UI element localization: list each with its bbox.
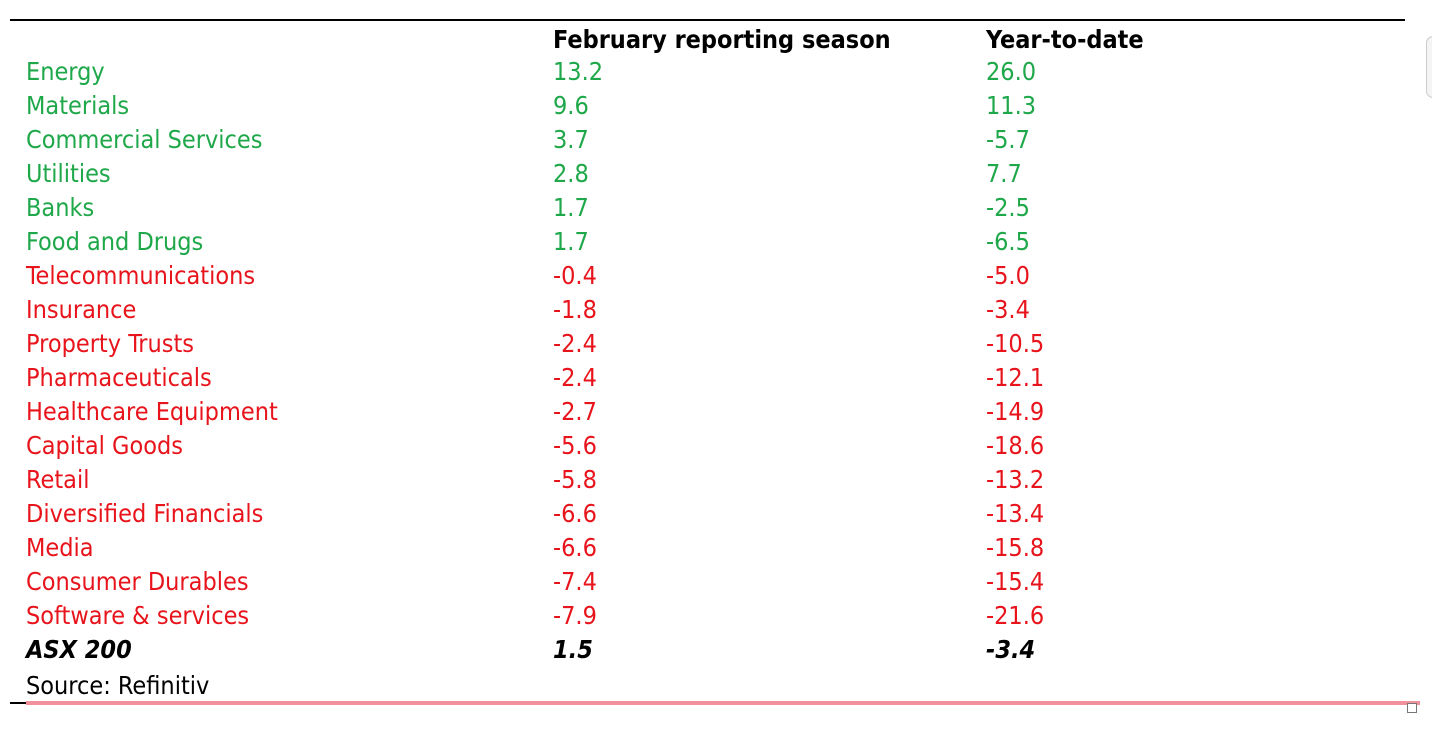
cell: -5.6 xyxy=(553,431,597,460)
top-rule xyxy=(10,19,1405,21)
cell: -5.0 xyxy=(986,261,1030,290)
cell: -13.2 xyxy=(986,465,1045,494)
side-tab[interactable] xyxy=(1426,36,1432,98)
cell: -3.4 xyxy=(986,295,1030,324)
row-label: Food and Drugs xyxy=(26,227,204,256)
row-label: Energy xyxy=(26,57,105,86)
cell: -6.6 xyxy=(553,499,597,528)
row-label: Diversified Financials xyxy=(26,499,264,528)
bottom-rule-highlight xyxy=(26,701,1420,705)
row-label: Telecommunications xyxy=(26,261,256,290)
row-label: Media xyxy=(26,533,94,562)
row-label: Materials xyxy=(26,91,130,120)
cell: 26.0 xyxy=(986,57,1037,86)
row-label: Pharmaceuticals xyxy=(26,363,212,392)
cell: 7.7 xyxy=(986,159,1022,188)
row-label: Healthcare Equipment xyxy=(26,397,278,426)
row-label: Banks xyxy=(26,193,95,222)
cell: -1.8 xyxy=(553,295,597,324)
cell: -2.7 xyxy=(553,397,597,426)
column-header: February reporting season xyxy=(553,25,891,54)
cell: -5.7 xyxy=(986,125,1030,154)
cell: 13.2 xyxy=(553,57,604,86)
cell: -15.4 xyxy=(986,567,1045,596)
cell: -0.4 xyxy=(553,261,597,290)
row-label: Capital Goods xyxy=(26,431,183,460)
cell: -12.1 xyxy=(986,363,1045,392)
cell: -7.4 xyxy=(553,567,597,596)
row-label: Property Trusts xyxy=(26,329,195,358)
cell: -7.9 xyxy=(553,601,597,630)
cell: -2.4 xyxy=(553,363,597,392)
cell: -5.8 xyxy=(553,465,597,494)
total-cell: 1.5 xyxy=(553,635,593,664)
cell: -2.4 xyxy=(553,329,597,358)
cell: -15.8 xyxy=(986,533,1045,562)
cell: 1.7 xyxy=(553,193,589,222)
cell: -21.6 xyxy=(986,601,1045,630)
total-label: ASX 200 xyxy=(26,635,132,664)
row-label: Consumer Durables xyxy=(26,567,249,596)
cell: 3.7 xyxy=(553,125,589,154)
cell: 9.6 xyxy=(553,91,589,120)
source-note: Source: Refinitiv xyxy=(26,671,210,700)
cell: -14.9 xyxy=(986,397,1045,426)
row-label: Retail xyxy=(26,465,90,494)
total-cell: -3.4 xyxy=(986,635,1036,664)
cell: -6.5 xyxy=(986,227,1030,256)
resize-handle[interactable] xyxy=(1407,703,1417,713)
cell: -2.5 xyxy=(986,193,1030,222)
row-label: Commercial Services xyxy=(26,125,263,154)
cell: -6.6 xyxy=(553,533,597,562)
cell: -10.5 xyxy=(986,329,1045,358)
cell: 1.7 xyxy=(553,227,589,256)
bottom-rule xyxy=(10,702,32,704)
cell: -13.4 xyxy=(986,499,1045,528)
row-label: Software & services xyxy=(26,601,250,630)
cell: 11.3 xyxy=(986,91,1037,120)
row-label: Utilities xyxy=(26,159,111,188)
row-label: Insurance xyxy=(26,295,137,324)
column-header: Year-to-date xyxy=(986,25,1144,54)
cell: 2.8 xyxy=(553,159,589,188)
cell: -18.6 xyxy=(986,431,1045,460)
